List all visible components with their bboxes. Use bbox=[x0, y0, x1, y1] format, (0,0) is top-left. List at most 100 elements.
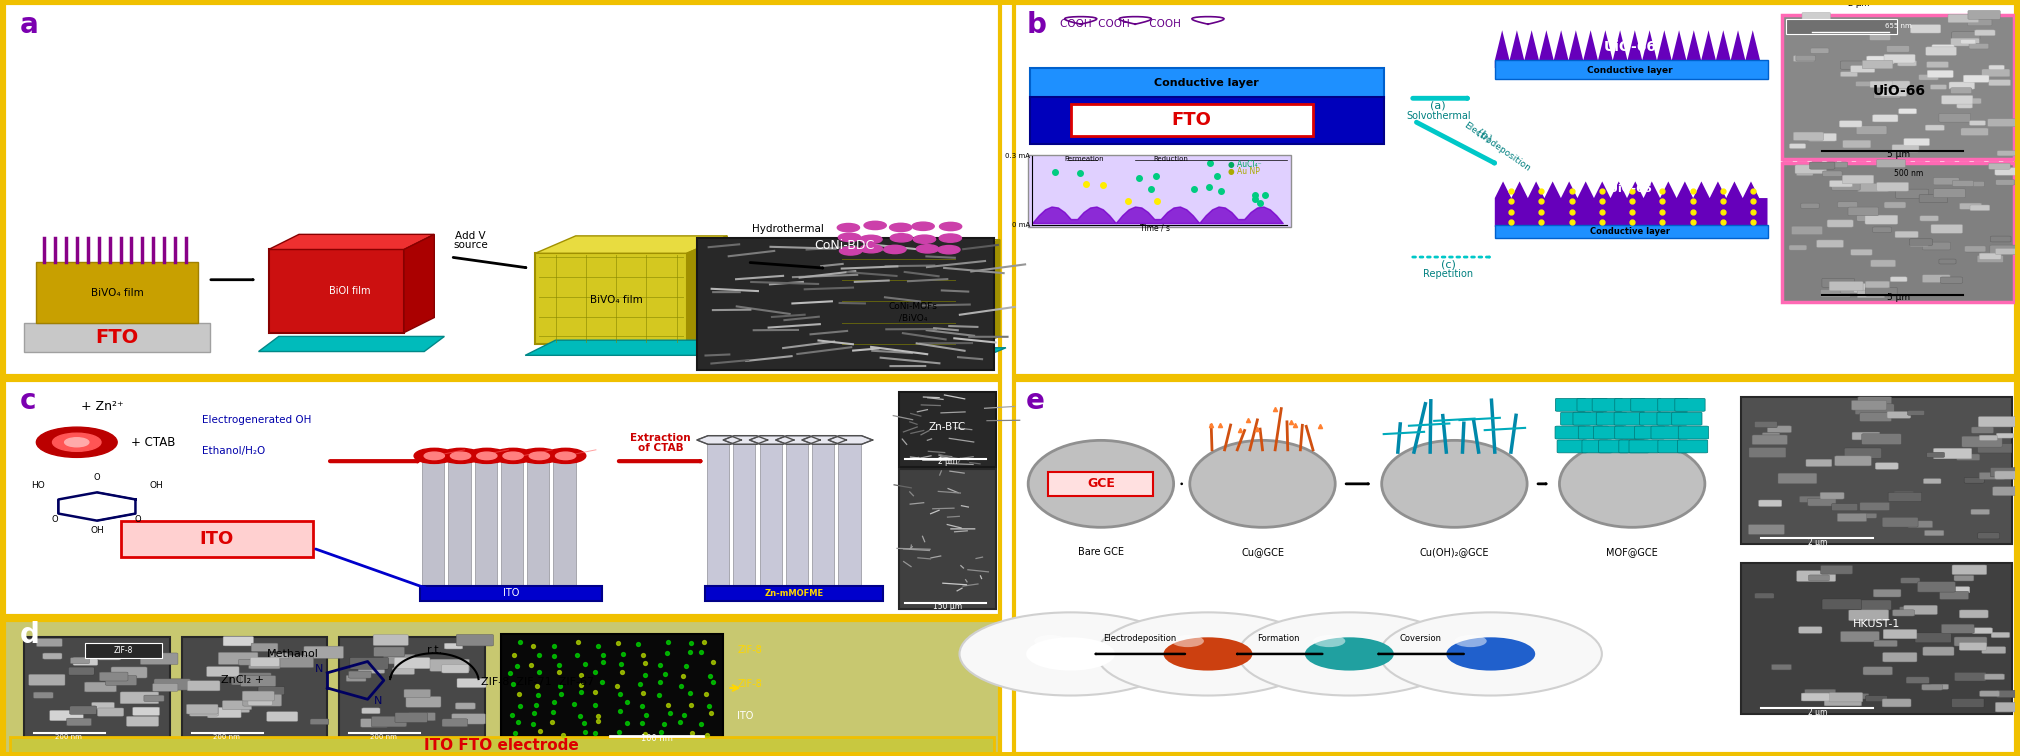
FancyBboxPatch shape bbox=[1792, 226, 1822, 235]
FancyBboxPatch shape bbox=[139, 653, 178, 665]
Text: Coversion: Coversion bbox=[1400, 634, 1440, 643]
Text: UiO-66: UiO-66 bbox=[1604, 40, 1656, 54]
Text: + CTAB: + CTAB bbox=[131, 435, 176, 449]
FancyBboxPatch shape bbox=[1614, 398, 1644, 411]
FancyBboxPatch shape bbox=[1998, 150, 2016, 156]
FancyBboxPatch shape bbox=[396, 712, 428, 723]
FancyBboxPatch shape bbox=[362, 708, 380, 714]
Circle shape bbox=[467, 448, 507, 463]
FancyBboxPatch shape bbox=[1772, 665, 1792, 670]
Text: Cu(OH)₂@GCE: Cu(OH)₂@GCE bbox=[1420, 547, 1489, 557]
FancyBboxPatch shape bbox=[1963, 246, 1986, 252]
FancyBboxPatch shape bbox=[1856, 215, 1879, 222]
FancyBboxPatch shape bbox=[1830, 281, 1862, 291]
Text: Extraction: Extraction bbox=[630, 433, 691, 444]
Circle shape bbox=[840, 246, 863, 255]
FancyBboxPatch shape bbox=[1933, 189, 1965, 197]
FancyBboxPatch shape bbox=[1675, 398, 1705, 411]
FancyBboxPatch shape bbox=[1978, 417, 2016, 427]
Text: OH: OH bbox=[149, 481, 164, 490]
FancyBboxPatch shape bbox=[1933, 448, 1972, 459]
FancyBboxPatch shape bbox=[1582, 440, 1612, 453]
FancyBboxPatch shape bbox=[349, 671, 372, 678]
Text: Hydrothermal: Hydrothermal bbox=[751, 224, 824, 234]
FancyBboxPatch shape bbox=[1891, 277, 1907, 282]
Circle shape bbox=[960, 612, 1182, 696]
Text: Repetition: Repetition bbox=[1424, 268, 1473, 279]
FancyBboxPatch shape bbox=[1881, 88, 1907, 96]
FancyBboxPatch shape bbox=[1883, 652, 1917, 662]
FancyBboxPatch shape bbox=[404, 689, 430, 698]
FancyBboxPatch shape bbox=[1860, 513, 1877, 518]
Text: (b): (b) bbox=[1475, 128, 1493, 144]
FancyBboxPatch shape bbox=[1594, 426, 1624, 439]
FancyBboxPatch shape bbox=[452, 714, 485, 724]
FancyBboxPatch shape bbox=[394, 658, 430, 668]
Text: BiVO₄ film: BiVO₄ film bbox=[590, 295, 642, 305]
FancyBboxPatch shape bbox=[1919, 74, 1939, 80]
FancyBboxPatch shape bbox=[1889, 492, 1921, 501]
FancyBboxPatch shape bbox=[1798, 627, 1822, 634]
Ellipse shape bbox=[1559, 440, 1705, 528]
Text: 100 nm: 100 nm bbox=[640, 734, 673, 743]
Circle shape bbox=[861, 244, 883, 253]
Text: UiO-66: UiO-66 bbox=[1873, 84, 1925, 98]
Polygon shape bbox=[259, 336, 444, 352]
FancyBboxPatch shape bbox=[374, 647, 404, 656]
FancyBboxPatch shape bbox=[1628, 440, 1658, 453]
FancyBboxPatch shape bbox=[1923, 647, 1953, 655]
FancyBboxPatch shape bbox=[273, 655, 313, 668]
FancyBboxPatch shape bbox=[1893, 144, 1919, 152]
Polygon shape bbox=[1495, 30, 1768, 68]
FancyBboxPatch shape bbox=[1947, 587, 1970, 593]
FancyBboxPatch shape bbox=[309, 719, 329, 725]
Circle shape bbox=[1164, 637, 1252, 671]
FancyBboxPatch shape bbox=[267, 711, 297, 721]
FancyBboxPatch shape bbox=[1925, 125, 1945, 131]
FancyBboxPatch shape bbox=[1802, 12, 1830, 20]
Text: Conductive layer: Conductive layer bbox=[1590, 227, 1671, 236]
FancyBboxPatch shape bbox=[1933, 178, 1959, 185]
Polygon shape bbox=[723, 435, 768, 445]
FancyBboxPatch shape bbox=[1915, 633, 1951, 643]
FancyBboxPatch shape bbox=[1949, 625, 1974, 632]
FancyBboxPatch shape bbox=[1895, 491, 1913, 497]
FancyBboxPatch shape bbox=[1854, 600, 1891, 610]
FancyBboxPatch shape bbox=[1877, 182, 1909, 191]
FancyBboxPatch shape bbox=[1810, 162, 1834, 169]
Bar bbox=[420, 586, 602, 601]
Circle shape bbox=[889, 223, 911, 231]
FancyBboxPatch shape bbox=[1939, 591, 1969, 600]
FancyBboxPatch shape bbox=[222, 701, 252, 710]
Text: Permeation: Permeation bbox=[1065, 156, 1105, 162]
Polygon shape bbox=[404, 234, 434, 333]
FancyBboxPatch shape bbox=[206, 667, 238, 677]
Text: 200 nm: 200 nm bbox=[212, 734, 240, 740]
Bar bbox=[10, 737, 994, 754]
FancyBboxPatch shape bbox=[1992, 632, 2010, 637]
Text: Add V: Add V bbox=[454, 231, 487, 241]
FancyBboxPatch shape bbox=[444, 643, 463, 649]
Bar bbox=[448, 457, 471, 590]
FancyBboxPatch shape bbox=[1578, 398, 1608, 411]
FancyBboxPatch shape bbox=[1656, 412, 1687, 425]
Circle shape bbox=[891, 234, 913, 242]
FancyBboxPatch shape bbox=[1996, 433, 2014, 438]
Text: 2 μm: 2 μm bbox=[1808, 708, 1828, 717]
FancyBboxPatch shape bbox=[1895, 231, 1919, 237]
Bar bbox=[501, 457, 523, 590]
FancyBboxPatch shape bbox=[372, 716, 406, 727]
FancyBboxPatch shape bbox=[1996, 702, 2020, 712]
Circle shape bbox=[1454, 635, 1487, 647]
FancyBboxPatch shape bbox=[386, 720, 406, 726]
FancyBboxPatch shape bbox=[224, 705, 250, 712]
Bar bbox=[760, 442, 782, 590]
FancyBboxPatch shape bbox=[154, 679, 190, 690]
Text: ● AuCl₄⁻: ● AuCl₄⁻ bbox=[1228, 160, 1262, 169]
Bar bbox=[553, 457, 576, 590]
FancyBboxPatch shape bbox=[1658, 398, 1689, 411]
Bar bbox=[707, 442, 729, 590]
Text: OH: OH bbox=[91, 526, 103, 535]
FancyBboxPatch shape bbox=[1992, 487, 2020, 496]
Text: BiVO₄ film: BiVO₄ film bbox=[91, 287, 143, 298]
